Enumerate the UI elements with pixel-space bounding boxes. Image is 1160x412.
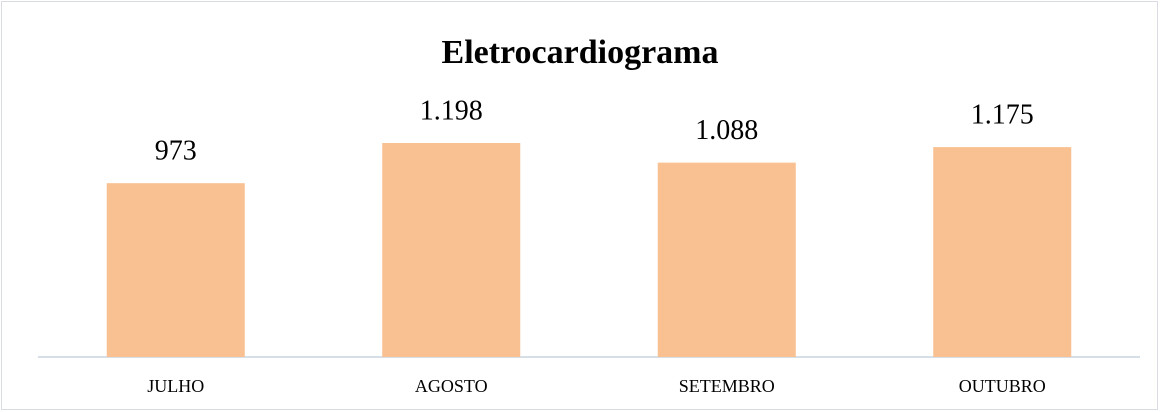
x-tick-label: SETEMBRO: [679, 376, 775, 396]
bar: [657, 162, 796, 357]
data-label: 1.198: [420, 95, 483, 126]
chart-title: Eletrocardiograma: [442, 34, 719, 71]
data-label: 1.088: [695, 115, 758, 146]
data-label: 1.175: [971, 100, 1034, 131]
data-label: 973: [155, 136, 197, 167]
x-tick-label: AGOSTO: [415, 376, 488, 396]
bar: [106, 183, 245, 357]
x-tick-label: OUTUBRO: [959, 376, 1046, 396]
x-tick-label: JULHO: [147, 376, 204, 396]
bar: [382, 143, 521, 357]
bar: [933, 147, 1072, 357]
